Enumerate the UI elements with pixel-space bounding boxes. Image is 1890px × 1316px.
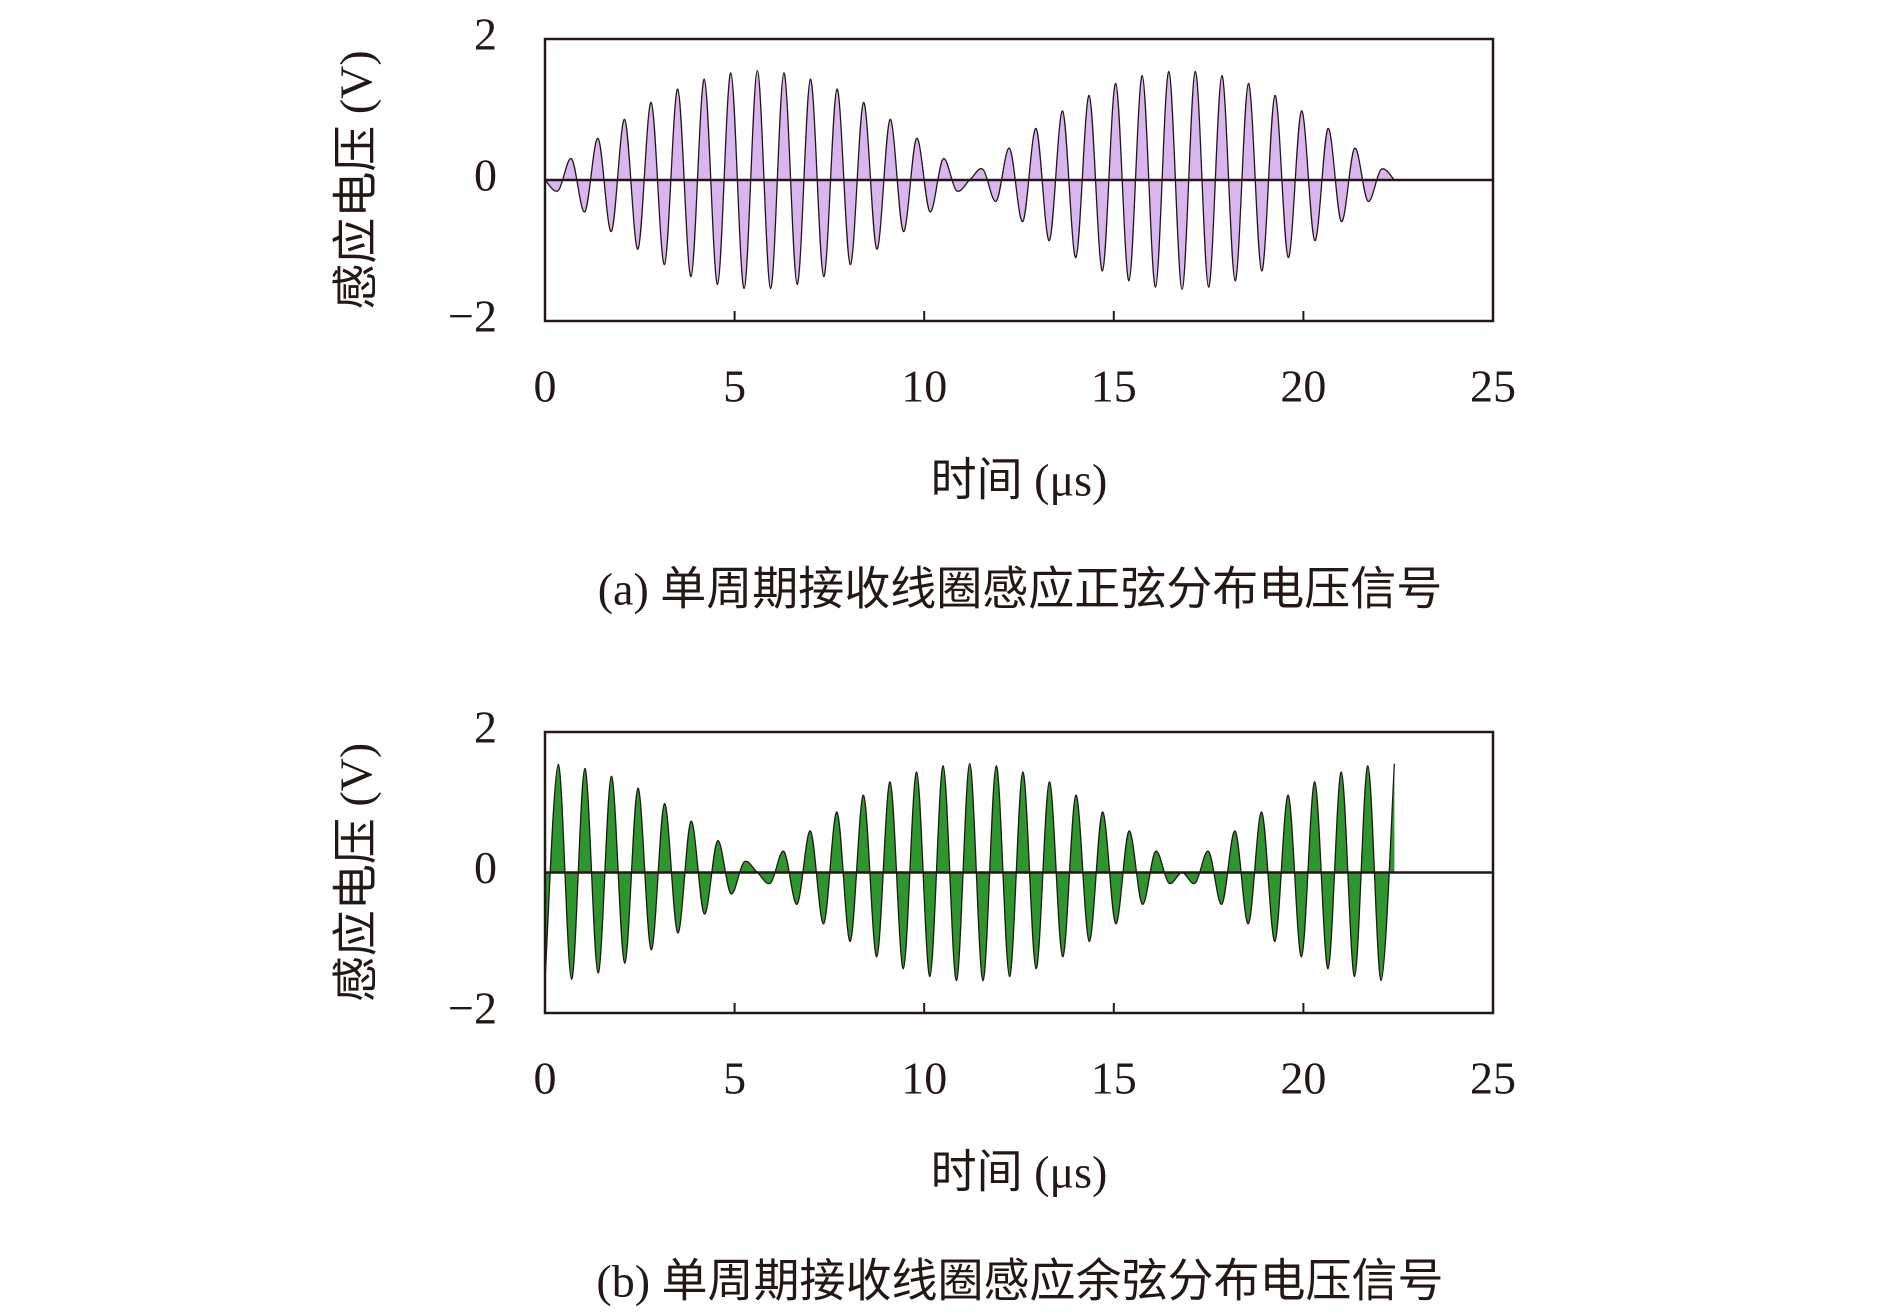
- caption: (a) 单周期接收线圈感应正弦分布电压信号: [598, 564, 1443, 615]
- x-tick-label: 0: [534, 361, 557, 412]
- x-tick-label: 15: [1091, 1053, 1137, 1104]
- x-tick-label: 0: [534, 1053, 557, 1104]
- x-tick-label: 10: [901, 1053, 947, 1104]
- x-tick-label: 25: [1470, 361, 1516, 412]
- signal-line: [544, 762, 1396, 982]
- x-axis-label: 时间 (μs): [931, 455, 1108, 506]
- y-axis-label: 感应电压 (V): [331, 743, 382, 1002]
- caption: (b) 单周期接收线圈感应余弦分布电压信号: [596, 1256, 1443, 1307]
- y-tick-label: 2: [474, 9, 497, 60]
- x-tick-label: 15: [1091, 361, 1137, 412]
- x-axis-label: 时间 (μs): [931, 1147, 1108, 1198]
- x-tick-label: 25: [1470, 1053, 1516, 1104]
- x-tick-label: 5: [723, 361, 746, 412]
- x-tick-label: 20: [1280, 1053, 1326, 1104]
- x-tick-label: 5: [723, 1053, 746, 1104]
- y-tick-label: 2: [474, 702, 497, 753]
- y-tick-label: −2: [448, 291, 497, 342]
- y-tick-label: −2: [448, 983, 497, 1034]
- x-tick-label: 20: [1280, 361, 1326, 412]
- y-tick-label: 0: [474, 842, 497, 893]
- x-tick-label: 10: [901, 361, 947, 412]
- y-tick-label: 0: [474, 150, 497, 201]
- y-axis-label: 感应电压 (V): [331, 50, 382, 309]
